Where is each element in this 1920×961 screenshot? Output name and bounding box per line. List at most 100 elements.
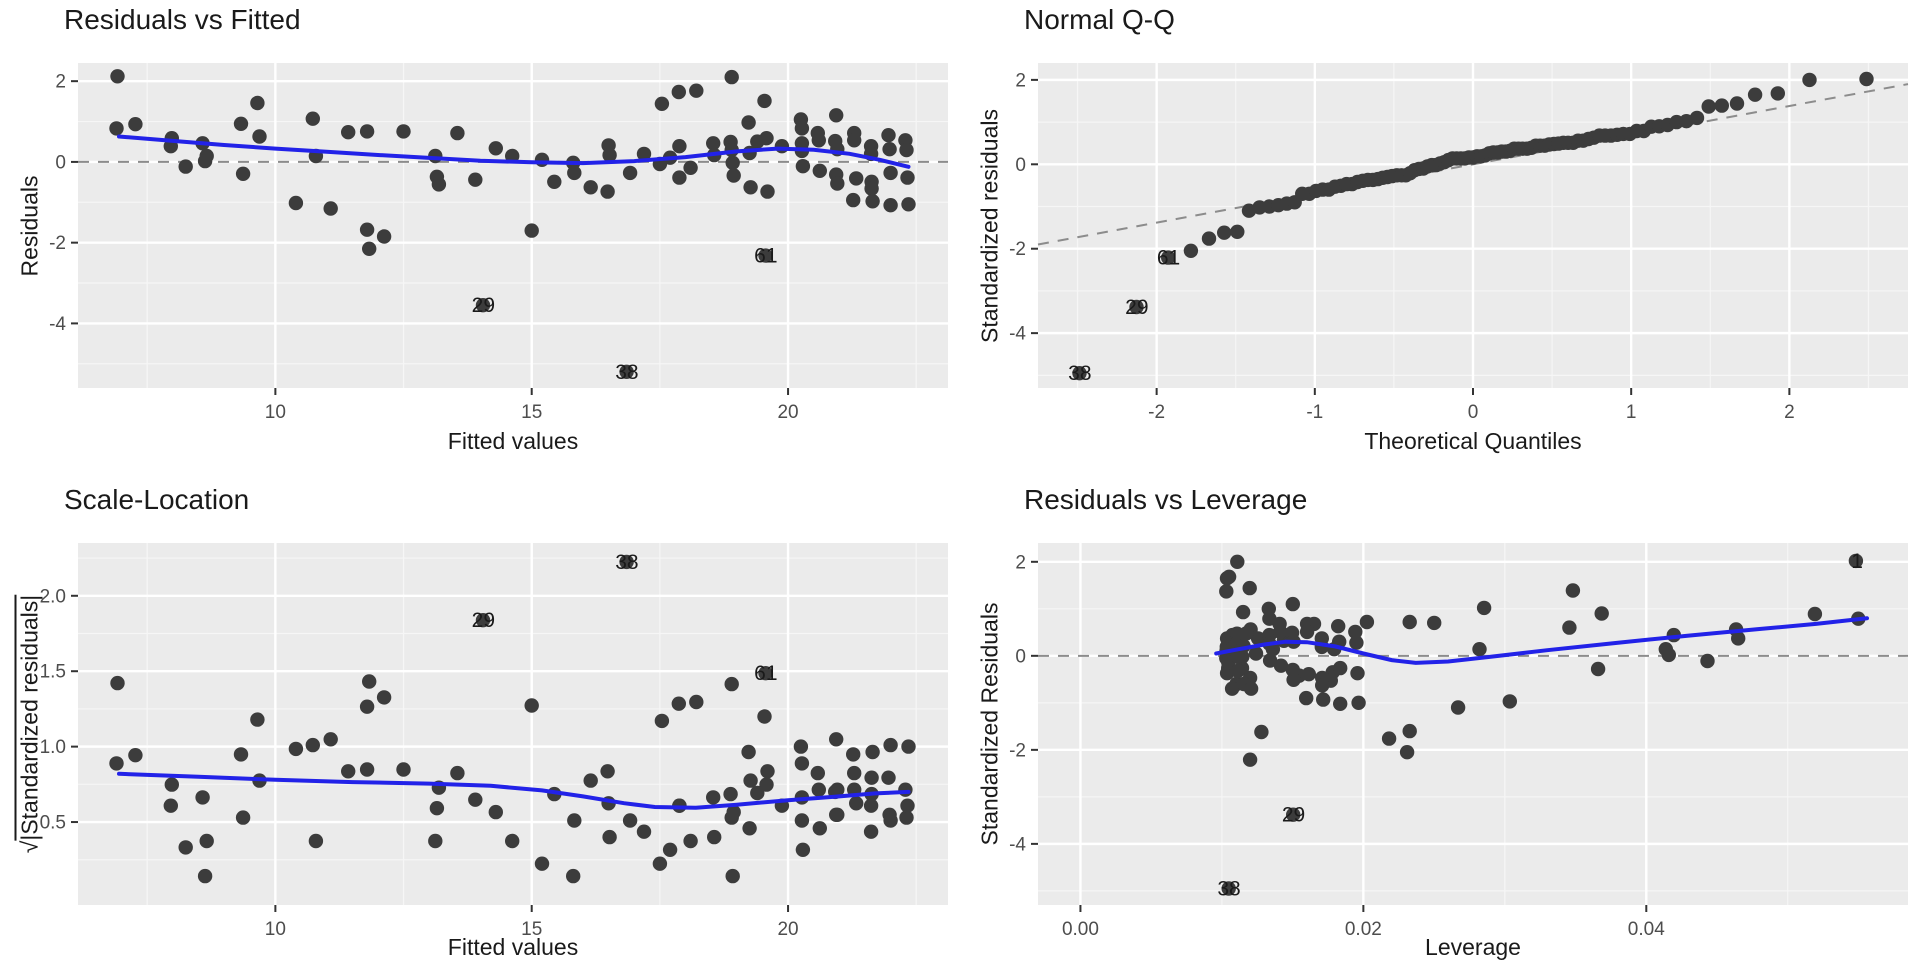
data-point	[1348, 624, 1363, 640]
data-point	[1700, 653, 1715, 669]
data-point	[602, 147, 617, 163]
data-point	[341, 764, 356, 779]
data-point	[1286, 672, 1301, 687]
smooth-line	[1214, 616, 1869, 665]
data-point	[724, 676, 739, 692]
data-point	[899, 142, 914, 158]
data-point	[250, 95, 265, 111]
data-point	[794, 813, 810, 828]
data-point	[795, 159, 811, 174]
data-point	[475, 298, 491, 313]
data-point	[1381, 731, 1397, 746]
data-point	[636, 824, 652, 839]
y-tick-label: 0	[1015, 155, 1026, 176]
data-point	[750, 785, 765, 801]
data-point	[1250, 631, 1266, 646]
data-point	[1848, 553, 1864, 569]
x-tick-label: 10	[265, 919, 286, 940]
y-tick-label: -4	[1009, 834, 1026, 855]
data-point	[1594, 606, 1609, 621]
data-point	[1427, 615, 1442, 631]
y-tick-label: -2	[1009, 740, 1026, 761]
panel-residuals-vs-fitted: Residuals vs Fitted Residuals 29 38 61 10 15…	[0, 0, 960, 480]
data-point	[1201, 231, 1217, 246]
plot-scale-location: 29 38 61 10 15 20 0.5 1.0 1.5 2.0	[40, 543, 948, 940]
data-point	[359, 222, 375, 237]
x-tick-label: 0	[1468, 402, 1479, 423]
data-point	[846, 192, 861, 208]
data-point	[534, 152, 550, 167]
data-point	[830, 176, 845, 191]
data-point	[1224, 681, 1240, 696]
data-point	[1476, 600, 1492, 616]
data-point	[758, 248, 773, 263]
data-point	[429, 801, 445, 816]
data-point	[706, 136, 721, 151]
plot-residuals-vs-leverage: 1 29 38 0.00 0.02 0.04 2 0 -2 -4	[1009, 543, 1908, 940]
data-point	[1333, 696, 1348, 711]
data-point	[707, 829, 722, 845]
data-point	[109, 756, 124, 771]
data-point	[758, 666, 773, 681]
outlier-labels: 38 29 61	[1068, 247, 1180, 386]
data-point	[726, 804, 741, 820]
y-tick-label: 1.0	[40, 737, 66, 758]
data-point	[847, 133, 862, 148]
data-point	[883, 813, 898, 828]
data-point	[793, 739, 809, 754]
panel-background	[78, 543, 948, 905]
data-point	[1285, 596, 1300, 612]
data-point	[1729, 96, 1745, 111]
data-point	[882, 142, 897, 157]
data-point	[1221, 881, 1236, 896]
data-point	[830, 782, 845, 797]
gridlines-minor	[78, 543, 948, 905]
data-point	[1273, 624, 1288, 640]
outlier-label-29: 29	[472, 609, 495, 632]
data-point	[1565, 583, 1581, 598]
data-point	[178, 840, 193, 855]
data-point	[898, 782, 913, 797]
data-point	[1359, 614, 1375, 630]
x-axis-label-theoretical-quantiles: Theoretical Quantiles	[1364, 428, 1582, 454]
data-point	[883, 198, 898, 213]
y-tick-label: 2	[55, 72, 66, 93]
data-point	[864, 770, 879, 785]
data-point	[1701, 99, 1716, 114]
data-point	[362, 674, 377, 689]
panel-title-residuals-vs-fitted: Residuals vs Fitted	[64, 4, 301, 35]
data-point	[741, 115, 756, 130]
data-point	[1350, 666, 1365, 681]
outlier-label-61: 61	[754, 245, 777, 268]
data-point	[1221, 569, 1237, 584]
data-point	[1502, 694, 1517, 709]
data-point	[1402, 614, 1417, 630]
data-point	[1072, 366, 1087, 381]
data-point	[195, 790, 210, 805]
data-point	[583, 773, 598, 788]
data-point	[706, 790, 721, 805]
data-point	[794, 121, 810, 136]
data-point	[1689, 110, 1705, 126]
data-point	[1349, 635, 1364, 650]
y-tick-label: -2	[49, 233, 66, 254]
data-point	[488, 804, 503, 820]
data-point	[359, 762, 375, 777]
data-point	[600, 184, 615, 199]
y-tick-label: 2	[1015, 552, 1026, 573]
y-tick-label: -4	[1009, 324, 1026, 345]
outlier-label-61: 61	[754, 662, 777, 685]
data-point	[636, 146, 652, 162]
data-point	[724, 69, 739, 85]
data-point	[849, 171, 864, 186]
data-point	[1248, 646, 1264, 661]
data-point	[288, 195, 304, 211]
data-point	[1301, 667, 1316, 682]
outlier-label-38: 38	[615, 361, 638, 384]
data-point	[1770, 86, 1785, 101]
data-point	[110, 69, 125, 84]
data-point	[622, 165, 638, 181]
data-point	[602, 829, 617, 845]
data-point	[199, 833, 214, 849]
